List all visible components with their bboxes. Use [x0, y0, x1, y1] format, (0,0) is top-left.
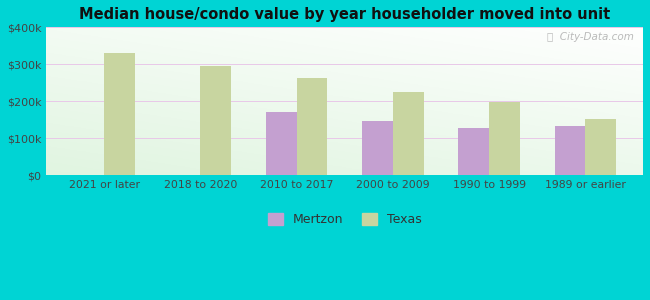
- Bar: [585, 119, 616, 175]
- Bar: [458, 128, 489, 175]
- Bar: [200, 66, 231, 175]
- Title: Median house/condo value by year householder moved into unit: Median house/condo value by year househo…: [79, 7, 610, 22]
- Legend: Mertzon, Texas: Mertzon, Texas: [263, 208, 427, 231]
- Bar: [104, 53, 135, 175]
- Text: ⓘ  City-Data.com: ⓘ City-Data.com: [547, 32, 634, 42]
- Bar: [266, 112, 296, 175]
- Bar: [362, 121, 393, 175]
- Bar: [489, 102, 520, 175]
- Bar: [296, 78, 328, 175]
- Bar: [393, 92, 424, 175]
- Bar: [554, 126, 585, 175]
